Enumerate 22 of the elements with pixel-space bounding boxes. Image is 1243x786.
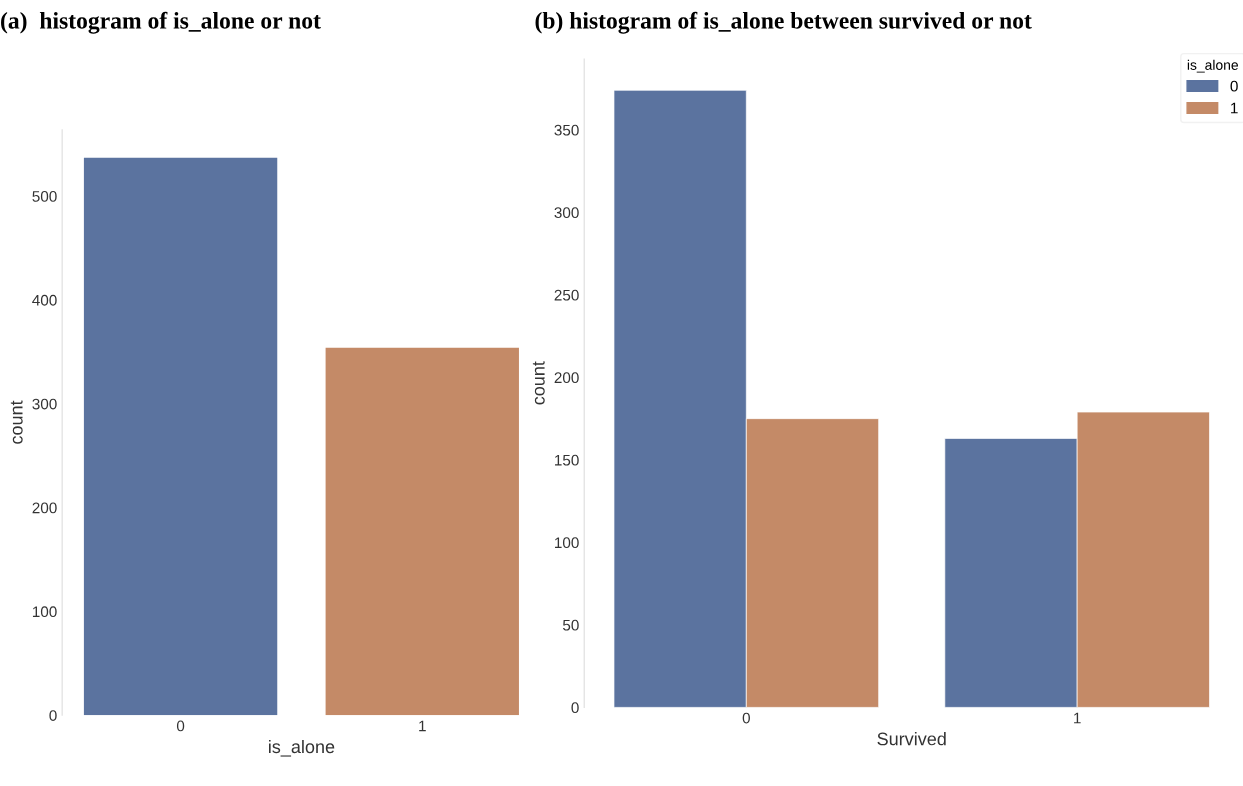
y-tick-label: 300 <box>554 207 579 219</box>
x-axis-title: is_alone <box>269 739 335 757</box>
legend-label: 0 <box>1230 80 1238 92</box>
legend-label: 1 <box>1231 102 1238 114</box>
y-tick-label: 300 <box>32 398 57 410</box>
chart-title: (a) histogram of is_alone or not <box>1 11 321 34</box>
y-axis-title: count <box>10 400 23 444</box>
y-tick-label: 500 <box>32 191 57 202</box>
y-tick-label: 250 <box>554 289 579 301</box>
y-tick-label: 50 <box>562 619 579 631</box>
y-tick-label: 0 <box>571 702 579 714</box>
y-tick-label: 200 <box>32 502 57 514</box>
chart-title: (b) histogram of is_alone between survived or not <box>535 11 1032 34</box>
legend-title: is_alone <box>1187 59 1239 73</box>
x-axis-title: Survived <box>877 732 946 746</box>
y-tick-label: 150 <box>555 454 579 466</box>
y-tick-label: 100 <box>555 537 579 549</box>
y-axis-title: count <box>532 361 545 405</box>
y-tick-label: 400 <box>32 294 57 306</box>
y-tick-label: 200 <box>554 372 579 384</box>
y-tick-label: 100 <box>32 606 57 618</box>
y-tick-label: 350 <box>554 124 579 136</box>
